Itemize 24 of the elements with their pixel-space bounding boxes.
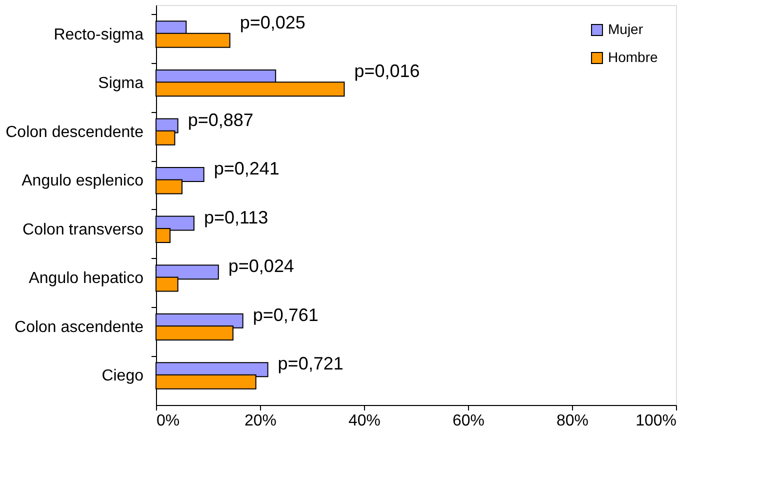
y-tick-label: Sigma — [98, 75, 144, 92]
annotation: p=0,016 — [354, 61, 420, 82]
x-tick-label: 20% — [244, 412, 277, 430]
y-tick-label: Colon ascendente — [14, 318, 144, 336]
y-tick-label: Angulo hepatico — [28, 270, 144, 288]
x-tick-label: 80% — [556, 412, 589, 430]
annotation: p=0,887 — [188, 110, 254, 130]
annotation: p=0,241 — [214, 158, 280, 179]
y-tick-label: Angulo esplenico — [22, 172, 144, 190]
annotation: p=0,113 — [204, 207, 268, 228]
x-tick-label: 60% — [452, 412, 485, 430]
annotation: p=0,025 — [240, 12, 306, 32]
legend-label: Mujer — [608, 21, 644, 37]
x-tick-label: 100% — [636, 412, 676, 430]
y-tick-label: Ciego — [102, 368, 144, 385]
y-tick-label: Colon transverso — [22, 221, 144, 238]
y-tick-label: Colon descendente — [6, 124, 144, 141]
annotation: p=0,024 — [228, 256, 294, 276]
legend-label: Hombre — [608, 49, 658, 65]
annotation: p=0,761 — [252, 304, 318, 325]
y-tick-label: Recto-sigma — [54, 26, 144, 44]
x-tick-label: 0% — [156, 412, 180, 430]
annotation: p=0,721 — [278, 354, 344, 374]
x-tick-label: 40% — [348, 412, 381, 430]
